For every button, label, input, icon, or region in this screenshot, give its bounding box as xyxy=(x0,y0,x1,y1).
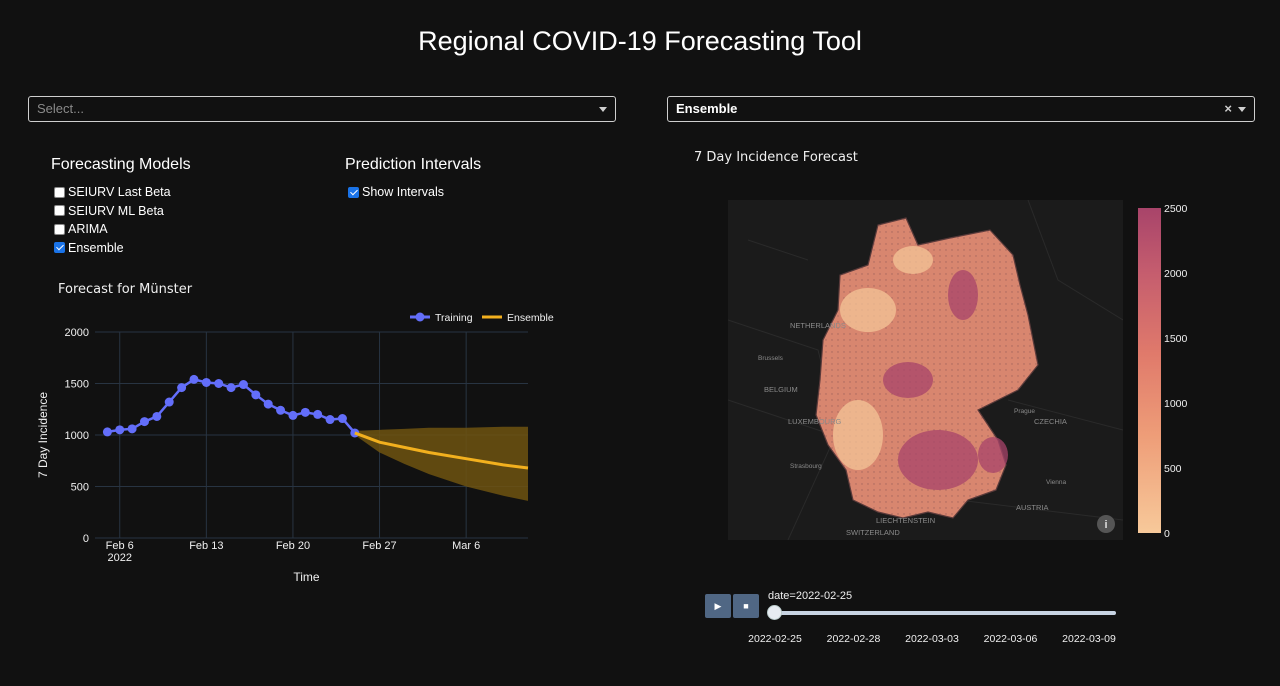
training-point xyxy=(263,399,273,409)
y-axis-title: 7 Day Incidence xyxy=(36,392,50,478)
model-select-dropdown[interactable]: Ensemble × xyxy=(667,96,1255,122)
training-point xyxy=(251,390,261,400)
colorbar-tick-label: 2500 xyxy=(1164,203,1188,215)
map-place-label: BELGIUM xyxy=(764,385,798,394)
training-point xyxy=(226,383,236,393)
training-point xyxy=(300,407,310,417)
models-heading: Forecasting Models xyxy=(51,156,191,173)
y-tick-label: 2000 xyxy=(65,327,89,339)
ensemble-line xyxy=(354,431,529,470)
model-checkbox[interactable] xyxy=(54,223,65,235)
training-point xyxy=(177,383,187,393)
y-tick-label: 1000 xyxy=(65,430,89,442)
slider-current-label: date=2022-02-25 xyxy=(768,590,853,602)
show-intervals-checkbox[interactable] xyxy=(348,186,359,198)
colorbar-tick-label: 2000 xyxy=(1164,268,1188,280)
map-place-label: Brussels xyxy=(758,355,784,362)
training-point xyxy=(337,414,347,424)
colorbar-tick-label: 1000 xyxy=(1164,398,1188,410)
chevron-down-icon[interactable] xyxy=(599,107,607,112)
show-intervals-option[interactable]: Show Intervals xyxy=(348,185,444,199)
map-place-label: NETHERLANDS xyxy=(790,321,846,330)
model-select-value: Ensemble xyxy=(676,101,738,116)
training-point xyxy=(214,379,224,388)
x-tick-label: Feb 13 xyxy=(189,540,223,552)
training-point xyxy=(238,380,248,390)
training-point xyxy=(127,424,137,434)
training-point xyxy=(201,377,211,387)
x-tick-year: 2022 xyxy=(108,552,132,564)
page-title: Regional COVID-19 Forecasting Tool xyxy=(418,26,862,56)
region-select-placeholder: Select... xyxy=(37,101,84,116)
chevron-down-icon[interactable] xyxy=(1238,107,1246,112)
training-point xyxy=(313,409,323,419)
training-point xyxy=(102,427,112,437)
model-option-label: SEIURV Last Beta xyxy=(68,185,171,199)
x-axis-title: Time xyxy=(293,570,320,584)
map-place-label: LUXEMBOURG xyxy=(788,417,842,426)
model-option-label: ARIMA xyxy=(68,222,108,236)
choropleth-map[interactable]: NETHERLANDS BELGIUM LUXEMBOURG CZECHIA AUSTR… xyxy=(728,200,1123,540)
slider-tick-label: 2022-02-25 xyxy=(748,633,802,645)
training-point xyxy=(139,417,149,427)
map-place-label: Strasbourg xyxy=(790,463,822,470)
date-slider-handle[interactable] xyxy=(767,605,782,620)
map-place-label: Prague xyxy=(1014,408,1035,415)
slider-tick-label: 2022-03-06 xyxy=(983,633,1038,645)
map-place-label: SWITZERLAND xyxy=(846,528,900,537)
map-place-label: Vienna xyxy=(1046,479,1067,486)
show-intervals-label: Show Intervals xyxy=(362,185,444,199)
model-checkbox[interactable] xyxy=(54,186,65,198)
svg-text:i: i xyxy=(1104,519,1107,531)
colorbar-gradient xyxy=(1138,208,1161,533)
forecast-chart-title: Forecast for Münster xyxy=(58,282,193,297)
training-point xyxy=(115,425,125,435)
x-tick-label: Feb 6 xyxy=(106,540,134,552)
date-slider-track[interactable] xyxy=(775,611,1116,615)
slider-tick-label: 2022-03-09 xyxy=(1062,633,1116,645)
training-point xyxy=(325,415,335,425)
germany-map[interactable]: NETHERLANDS BELGIUM LUXEMBOURG CZECHIA AUSTR… xyxy=(728,200,1123,540)
training-point xyxy=(288,410,298,420)
colorbar-tick-label: 0 xyxy=(1164,528,1170,540)
play-button[interactable]: ▶ xyxy=(705,594,731,618)
x-tick-label: Mar 6 xyxy=(452,540,480,552)
x-tick-label: Feb 20 xyxy=(276,540,310,552)
model-checkbox[interactable] xyxy=(54,242,65,253)
training-point xyxy=(276,405,286,415)
model-option-label: Ensemble xyxy=(68,240,124,255)
training-point xyxy=(164,397,174,407)
map-title: 7 Day Incidence Forecast xyxy=(694,150,858,165)
training-point xyxy=(152,411,162,421)
training-point xyxy=(189,374,199,384)
y-tick-label: 500 xyxy=(71,482,89,494)
map-place-label: AUSTRIA xyxy=(1016,503,1049,512)
model-option[interactable]: Ensemble xyxy=(54,241,124,255)
model-checkbox[interactable] xyxy=(54,205,65,216)
x-tick-label: Feb 27 xyxy=(362,540,396,552)
model-option[interactable]: SEIURV Last Beta xyxy=(54,185,171,199)
y-tick-label: 1500 xyxy=(65,379,89,391)
y-tick-label: 0 xyxy=(83,533,89,545)
map-place-label: CZECHIA xyxy=(1034,417,1067,426)
slider-tick-label: 2022-02-28 xyxy=(826,633,881,645)
region-select-dropdown[interactable]: Select... xyxy=(28,96,616,122)
model-option[interactable]: ARIMA xyxy=(54,222,108,236)
slider-tick-label: 2022-03-03 xyxy=(905,633,959,645)
map-place-label: LIECHTENSTEIN xyxy=(876,516,935,525)
model-option[interactable]: SEIURV ML Beta xyxy=(54,204,164,218)
stop-button[interactable]: ■ xyxy=(733,594,759,618)
legend-training-marker xyxy=(415,312,425,322)
colorbar-tick-label: 1500 xyxy=(1164,333,1188,345)
info-icon[interactable]: i xyxy=(1097,515,1115,533)
legend-training-label: Training xyxy=(435,312,473,324)
map-colorbar: 2500 2000 1500 1000 500 0 xyxy=(1138,203,1188,540)
legend-ensemble-label: Ensemble xyxy=(507,312,554,324)
forecast-chart: 0 500 1000 1500 2000 Feb 6 Feb 13 Feb 20 Feb 27 M… xyxy=(36,312,554,584)
model-option-label: SEIURV ML Beta xyxy=(68,203,164,218)
intervals-heading: Prediction Intervals xyxy=(345,156,482,173)
colorbar-tick-label: 500 xyxy=(1164,463,1182,475)
clear-icon[interactable]: × xyxy=(1224,101,1232,116)
